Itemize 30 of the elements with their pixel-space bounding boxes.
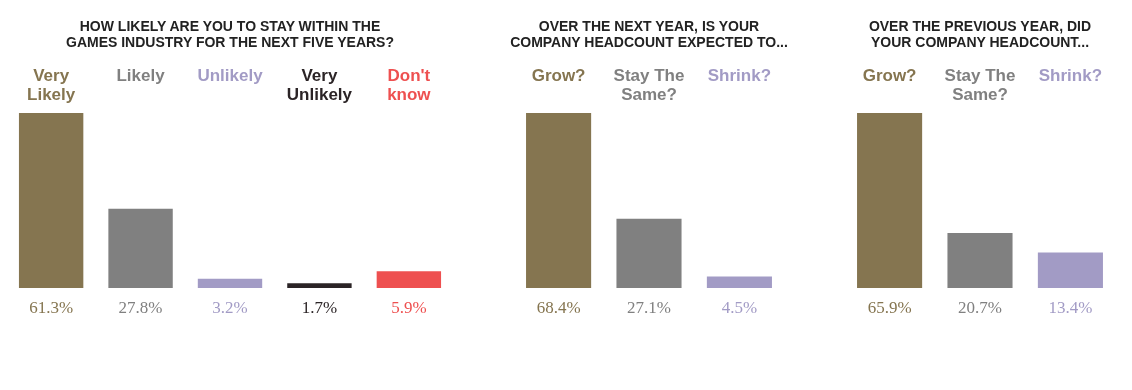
x-tick-label: Very Likely <box>27 65 76 104</box>
chart-title: HOW LIKELY ARE YOU TO STAY WITHIN THE GAMES INDUSTRY FOR THE NEXT FIVE YEARS? <box>65 18 395 50</box>
bar <box>108 208 173 288</box>
chart-title: OVER THE PREVIOUS YEAR, DID YOUR COMPANY HEADCOUNT... <box>868 18 1092 50</box>
x-tick-label: Stay The Same? <box>613 65 685 104</box>
data-label: 27.8% <box>118 298 163 317</box>
data-label: 3.2% <box>212 298 248 317</box>
x-tick-label: Likely <box>116 65 166 85</box>
x-tick-label: Shrink? <box>1038 65 1103 85</box>
x-tick-label: Grow? <box>862 65 917 85</box>
x-tick-label: Don't know <box>387 65 432 104</box>
data-label: 4.5% <box>721 298 758 317</box>
chart-title: OVER THE NEXT YEAR, IS YOUR COMPANY HEADCOUNT EXPECTED TO... <box>510 18 788 50</box>
data-label: 13.4% <box>1048 298 1093 317</box>
data-label: 65.9% <box>867 298 912 317</box>
data-label: 5.9% <box>391 298 427 317</box>
x-tick-label: Very Unlikely <box>286 65 353 104</box>
data-label: 68.4% <box>536 298 581 317</box>
data-label: 1.7% <box>301 298 338 317</box>
bar <box>376 271 442 288</box>
data-label: 61.3% <box>29 298 74 317</box>
bar <box>197 278 263 288</box>
x-tick-label: Grow? <box>531 65 586 85</box>
data-label: 27.1% <box>627 298 671 317</box>
x-tick-label: Unlikely <box>197 65 264 85</box>
bar <box>18 113 84 288</box>
x-tick-label: Shrink? <box>707 65 772 85</box>
data-label: 20.7% <box>958 298 1002 317</box>
x-tick-label: Stay The Same? <box>944 65 1016 104</box>
bar <box>287 283 352 288</box>
